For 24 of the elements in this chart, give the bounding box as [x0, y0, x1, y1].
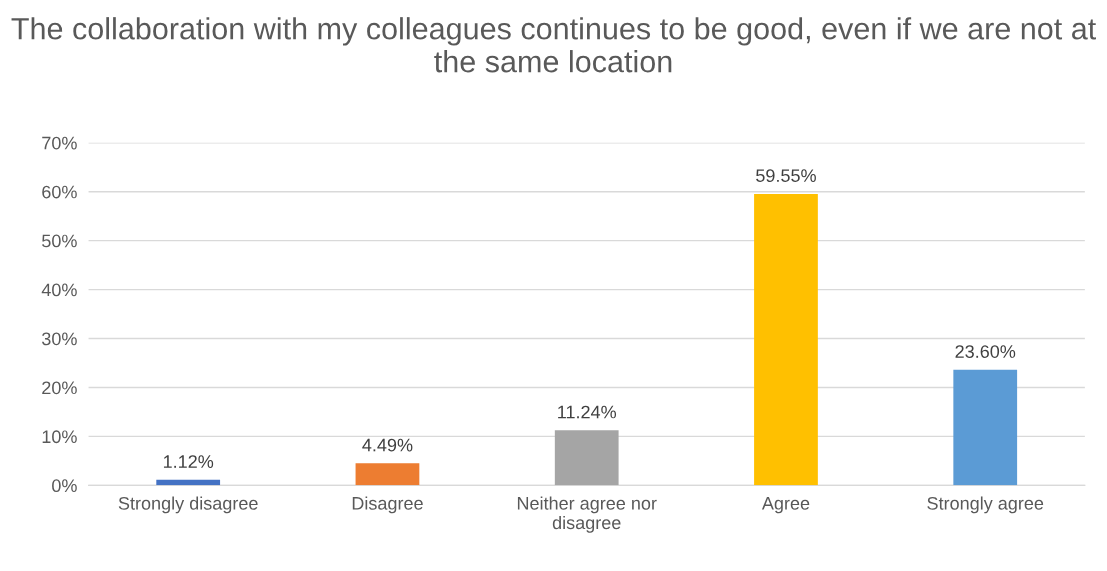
y-tick-label: 30%	[42, 332, 77, 346]
x-tick-label: Neither agree nor disagree	[517, 496, 657, 533]
data-label: 1.12%	[163, 455, 214, 468]
y-tick-label: 20%	[42, 381, 77, 395]
x-tick-label: Disagree	[352, 496, 423, 514]
chart-title: The collaboration with my colleagues continues to be good, even if we are not at the same location	[11, 17, 1096, 73]
x-tick-label: Agree	[761, 497, 810, 514]
bar	[953, 369, 1018, 486]
data-label: 59.55%	[756, 169, 816, 182]
bar	[355, 463, 420, 486]
y-tick-label: 0%	[52, 479, 77, 493]
bar	[156, 479, 221, 486]
x-tick-label: Strongly disagree	[118, 496, 258, 514]
bar	[754, 193, 818, 486]
y-tick-label: 60%	[42, 185, 77, 199]
bar	[554, 430, 619, 486]
data-label: 4.49%	[362, 438, 413, 452]
x-tick-label: Strongly agree	[927, 496, 1044, 514]
y-tick-label: 10%	[42, 430, 77, 444]
y-tick-label: 70%	[42, 136, 77, 150]
data-label: 23.60%	[955, 345, 1016, 358]
data-label: 11.24%	[558, 405, 617, 419]
y-tick-label: 50%	[42, 234, 77, 248]
y-tick-label: 40%	[41, 283, 77, 297]
